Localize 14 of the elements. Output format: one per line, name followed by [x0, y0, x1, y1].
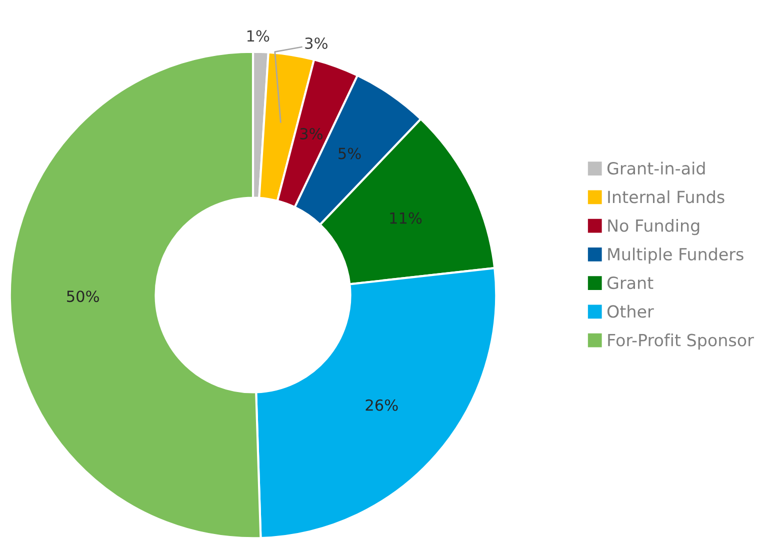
data-label: 5% — [338, 148, 361, 160]
data-label: 3% — [305, 37, 328, 49]
legend-label: Grant-in-aid — [607, 162, 705, 175]
legend-label: No Funding — [608, 218, 700, 236]
legend-label: Other — [607, 304, 654, 318]
data-label: 3% — [300, 128, 322, 140]
legend-label: For-Profit Sponsor — [608, 334, 754, 350]
data-label: 1% — [247, 30, 270, 42]
legend-label: Grant — [607, 276, 654, 290]
legend-label: Internal Funds — [608, 190, 724, 204]
data-label: 26% — [366, 399, 398, 411]
legend-label: Multiple Funders — [608, 248, 744, 264]
data-label: 50% — [67, 290, 99, 302]
data-label: 11% — [390, 212, 422, 224]
